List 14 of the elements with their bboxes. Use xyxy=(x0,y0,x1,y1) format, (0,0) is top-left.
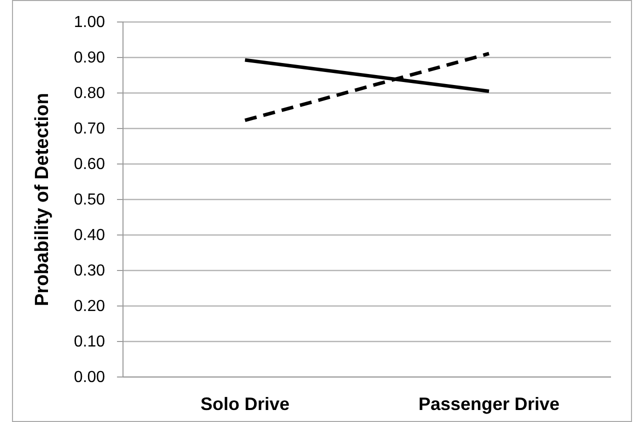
y-tick-label: 0.00 xyxy=(74,369,106,386)
y-tick-label: 1.00 xyxy=(74,14,106,32)
y-tick-label: 0.70 xyxy=(74,120,106,138)
y-tick-label: 0.30 xyxy=(74,262,106,280)
y-tick-label: 0.10 xyxy=(74,334,106,351)
y-tick-label: 0.80 xyxy=(74,85,106,102)
y-tick-label: 0.40 xyxy=(74,227,106,244)
x-tick-label: Solo Drive xyxy=(200,394,290,414)
x-tick-label: Passenger Drive xyxy=(418,394,560,414)
y-tick-label: 0.50 xyxy=(74,192,106,209)
y-tick-label: 0.20 xyxy=(74,298,106,316)
y-tick-label: 0.60 xyxy=(74,156,106,174)
y-tick-label: 0.90 xyxy=(74,50,106,67)
y-axis-title: Probability of Detection xyxy=(32,92,53,306)
